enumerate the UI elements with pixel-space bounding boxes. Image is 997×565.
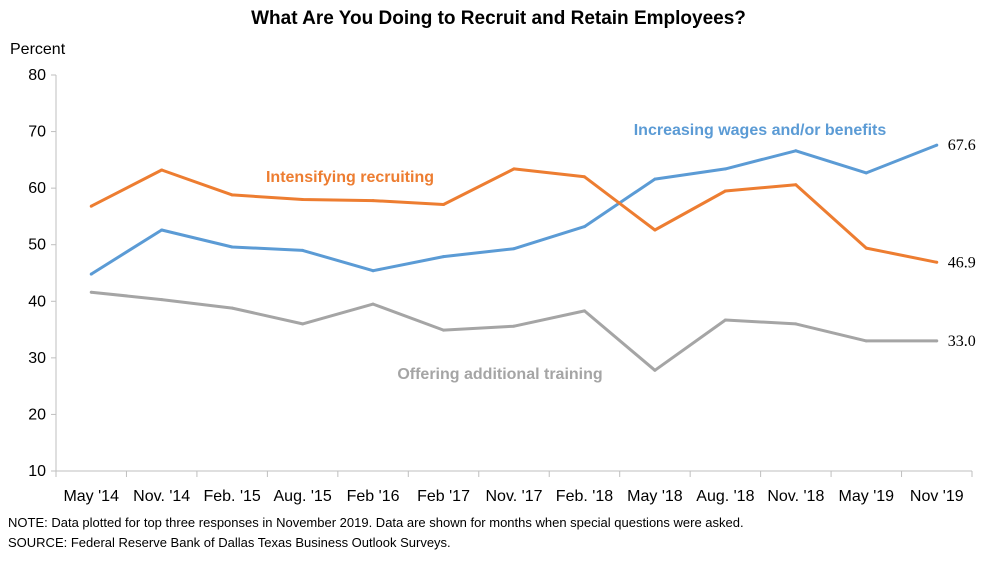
x-tick-label: Nov. '17 xyxy=(485,488,542,505)
data-point xyxy=(653,177,657,181)
data-point xyxy=(89,204,93,208)
series-line xyxy=(90,143,938,276)
series-label: Offering additional training xyxy=(397,366,602,383)
x-tick-label: May '14 xyxy=(63,488,119,505)
x-tick-label: Aug. '15 xyxy=(274,488,332,505)
x-tick-label: Feb. '18 xyxy=(556,488,613,505)
x-tick-label: May '19 xyxy=(839,488,895,505)
data-point xyxy=(301,322,305,326)
data-point xyxy=(582,309,586,313)
series-layer xyxy=(89,143,939,372)
data-point xyxy=(864,339,868,343)
data-point xyxy=(442,203,446,207)
data-point xyxy=(512,247,516,251)
axes: 10 20 30 40 50 60 70 80 May '14 Nov. '14 Feb. '15 A… xyxy=(28,67,973,505)
y-axis-label: Percent xyxy=(10,41,66,58)
data-point xyxy=(935,339,939,343)
chart-title: What Are You Doing to Recruit and Retain… xyxy=(251,8,746,29)
end-value-label: 33.0 xyxy=(948,333,976,350)
data-point xyxy=(582,225,586,229)
data-point xyxy=(512,324,516,328)
data-point xyxy=(230,193,234,197)
y-tick-label: 50 xyxy=(28,237,46,254)
data-point xyxy=(653,228,657,232)
series-label: Intensifying recruiting xyxy=(266,169,434,186)
x-tick-label: Nov '19 xyxy=(910,488,964,505)
end-value-label: 67.6 xyxy=(948,137,976,154)
data-point xyxy=(864,171,868,175)
y-tick-label: 10 xyxy=(28,463,46,480)
data-point xyxy=(442,255,446,259)
data-point xyxy=(723,167,727,171)
data-point xyxy=(89,290,93,294)
data-point xyxy=(160,298,164,302)
data-point xyxy=(160,168,164,172)
data-point xyxy=(794,183,798,187)
series-line xyxy=(91,290,937,372)
data-point xyxy=(371,269,375,273)
x-tick-label: Nov. '14 xyxy=(133,488,190,505)
data-point xyxy=(723,318,727,322)
data-point xyxy=(371,302,375,306)
y-tick-label: 20 xyxy=(28,406,46,423)
x-tick-label: Feb '16 xyxy=(347,488,400,505)
data-point xyxy=(864,246,868,250)
y-tick-label: 30 xyxy=(28,350,46,367)
data-point xyxy=(230,306,234,310)
footnote-source: SOURCE: Federal Reserve Bank of Dallas T… xyxy=(8,535,451,550)
x-tick-label: Aug. '18 xyxy=(696,488,754,505)
data-point xyxy=(301,197,305,201)
x-tick-label: Nov. '18 xyxy=(767,488,824,505)
end-value-label: 46.9 xyxy=(948,254,976,271)
y-tick-label: 70 xyxy=(28,124,46,141)
data-point xyxy=(512,167,516,171)
x-tick-label: Feb '17 xyxy=(417,488,470,505)
data-point xyxy=(653,368,657,372)
x-tick-label: May '18 xyxy=(627,488,683,505)
data-point xyxy=(794,149,798,153)
data-point xyxy=(935,260,939,264)
data-point xyxy=(371,199,375,203)
data-point xyxy=(582,175,586,179)
data-point xyxy=(301,248,305,252)
data-point xyxy=(89,272,93,276)
y-tick-label: 40 xyxy=(28,293,46,310)
data-point xyxy=(160,228,164,232)
x-tick-label: Feb. '15 xyxy=(203,488,260,505)
footnote-note: NOTE: Data plotted for top three respons… xyxy=(8,515,744,530)
data-point xyxy=(442,328,446,332)
data-point xyxy=(230,245,234,249)
y-tick-label: 80 xyxy=(28,67,46,84)
data-point xyxy=(794,322,798,326)
data-point xyxy=(935,143,939,147)
data-point xyxy=(723,189,727,193)
series-label: Increasing wages and/or benefits xyxy=(634,122,887,139)
y-tick-label: 60 xyxy=(28,180,46,197)
labels-layer: Increasing wages and/or benefits 67.6 Inte… xyxy=(266,122,976,383)
